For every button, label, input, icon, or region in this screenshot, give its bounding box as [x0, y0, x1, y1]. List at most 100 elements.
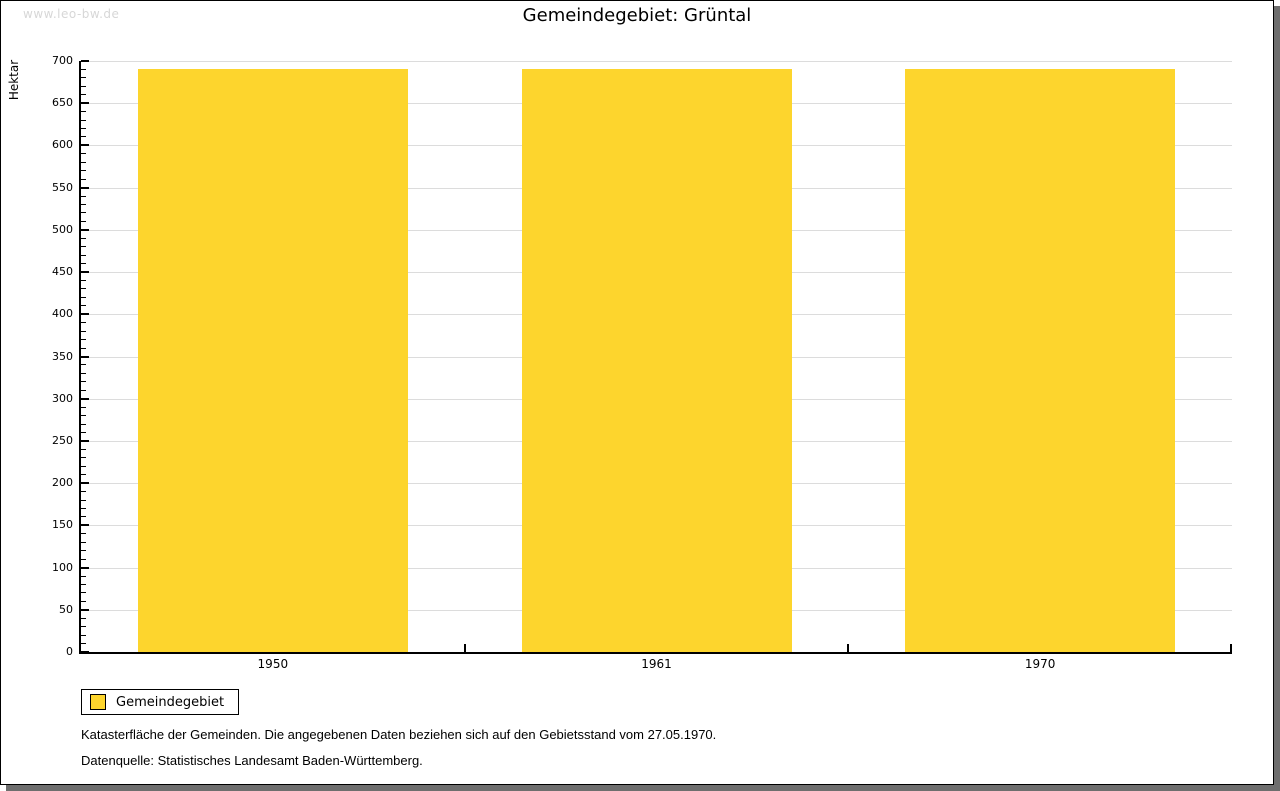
y-major-tick: [81, 439, 89, 442]
y-tick-label: 0: [66, 645, 73, 658]
bar-1950: [137, 69, 408, 652]
y-minor-tick: [81, 415, 86, 417]
y-major-tick: [81, 608, 89, 611]
y-minor-tick: [81, 550, 86, 552]
x-boundary-tick: [847, 644, 850, 652]
y-minor-tick: [81, 558, 86, 560]
y-tick-label: 200: [52, 476, 73, 490]
y-major-tick: [81, 313, 89, 316]
y-minor-tick: [81, 170, 86, 172]
y-gridline-700: [81, 61, 1232, 62]
y-tick-label: 350: [52, 349, 73, 363]
y-major-tick: [81, 60, 89, 62]
y-major-tick: [81, 524, 89, 527]
y-minor-tick: [81, 626, 86, 628]
y-major-tick: [81, 144, 89, 147]
y-minor-tick: [81, 339, 86, 341]
y-tick-label: 700: [52, 54, 73, 67]
y-minor-tick: [81, 583, 86, 585]
x-tick-label: 1970: [1024, 657, 1056, 671]
x-tick-label: 1961: [641, 657, 672, 671]
y-minor-tick: [81, 161, 86, 163]
y-minor-tick: [81, 643, 86, 645]
y-minor-tick: [81, 617, 86, 619]
y-major-tick: [81, 482, 89, 485]
y-minor-tick: [81, 153, 86, 155]
y-minor-tick: [81, 364, 86, 366]
y-minor-tick: [81, 381, 86, 383]
y-minor-tick: [81, 431, 86, 433]
y-tick-label: 50: [59, 602, 73, 616]
y-minor-tick: [81, 85, 86, 87]
y-minor-tick: [81, 68, 86, 70]
y-minor-tick: [81, 220, 86, 222]
y-minor-tick: [81, 280, 86, 281]
y-minor-tick: [81, 507, 86, 509]
y-minor-tick: [81, 204, 86, 206]
y-minor-tick: [81, 347, 86, 349]
y-minor-tick: [81, 600, 86, 602]
legend: Gemeindegebiet: [81, 689, 240, 715]
x-end-tick: [1230, 644, 1232, 652]
y-minor-tick: [81, 246, 86, 248]
y-minor-tick: [81, 322, 86, 324]
y-tick-label: 100: [52, 560, 73, 574]
y-tick-label: 150: [52, 518, 73, 532]
y-tick-label: 250: [52, 433, 73, 447]
y-minor-tick: [81, 499, 86, 501]
y-minor-tick: [81, 465, 86, 467]
legend-label: Gemeindegebiet: [116, 694, 225, 710]
y-minor-tick: [81, 254, 86, 256]
bar-1970: [905, 69, 1176, 652]
y-minor-tick: [81, 330, 86, 332]
y-tick-label: 450: [52, 265, 73, 279]
watermark: www.leo-bw.de: [23, 7, 120, 21]
y-tick-label: 650: [52, 96, 73, 110]
y-minor-tick: [81, 423, 86, 425]
y-minor-tick: [81, 288, 86, 290]
y-minor-tick: [81, 389, 86, 391]
y-tick-label: 550: [52, 180, 73, 194]
y-minor-tick: [81, 136, 86, 138]
y-minor-tick: [81, 406, 86, 408]
y-minor-tick: [81, 448, 86, 450]
y-minor-tick: [81, 263, 86, 265]
y-major-tick: [81, 228, 89, 231]
y-major-tick: [81, 186, 89, 189]
y-tick-label: 400: [52, 307, 73, 321]
y-major-tick: [81, 102, 89, 105]
y-minor-tick: [81, 77, 86, 79]
y-minor-tick: [81, 94, 86, 96]
y-major-tick: [81, 566, 89, 569]
footnote-datenquelle: Datenquelle: Statistisches Landesamt Bad…: [81, 753, 423, 768]
x-tick-label: 1950: [257, 657, 289, 671]
y-axis-label: Hektar: [7, 59, 21, 101]
y-tick-label: 500: [52, 222, 73, 236]
y-minor-tick: [81, 128, 86, 130]
y-minor-tick: [81, 119, 86, 121]
legend-swatch: [90, 694, 106, 710]
y-minor-tick: [81, 178, 86, 180]
y-minor-tick: [81, 541, 86, 543]
y-minor-tick: [81, 575, 86, 577]
x-boundary-tick: [463, 644, 466, 652]
y-minor-tick: [81, 474, 86, 476]
y-tick-label: 300: [52, 391, 73, 405]
y-minor-tick: [81, 296, 86, 298]
y-major-tick: [81, 355, 89, 358]
y-minor-tick: [81, 533, 86, 535]
y-minor-tick: [81, 212, 86, 214]
y-major-tick: [81, 271, 89, 274]
chart-title: Gemeindegebiet: Grüntal: [522, 5, 752, 26]
y-minor-tick: [81, 516, 86, 518]
y-tick-label: 600: [52, 138, 73, 152]
plot-area: 0 50 100 150 200 250 300 350 400 450 500 550 600 650 7…: [52, 54, 1232, 671]
y-minor-tick: [81, 491, 86, 493]
y-minor-tick: [81, 195, 86, 197]
bar-1961: [521, 69, 792, 652]
y-minor-tick: [81, 372, 86, 374]
y-minor-tick: [81, 457, 86, 459]
y-major-tick: [81, 651, 89, 653]
y-minor-tick: [81, 592, 86, 594]
